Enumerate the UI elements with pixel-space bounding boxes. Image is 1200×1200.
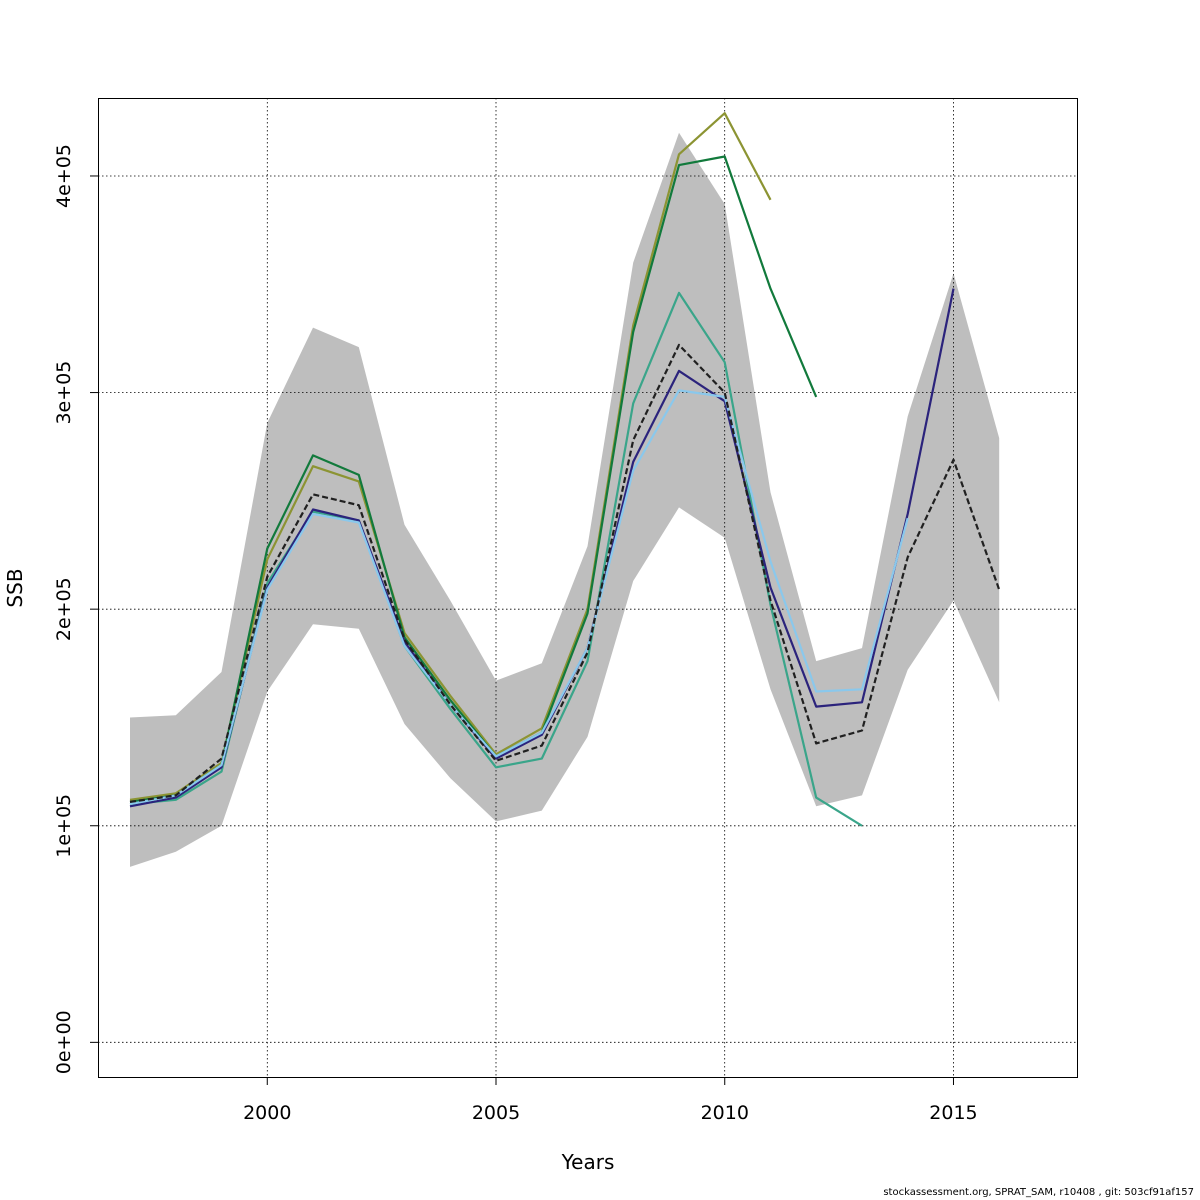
y-tick-label: 0e+00 (53, 1010, 75, 1074)
x-tick-label: 2010 (701, 1102, 749, 1124)
y-axis-title: SSB (3, 568, 27, 607)
footer-credit: stockassessment.org, SPRAT_SAM, r10408 ,… (883, 1187, 1194, 1198)
y-tick-label: 2e+05 (53, 577, 75, 641)
x-tick-label: 2000 (243, 1102, 291, 1124)
series-line-4 (129, 288, 955, 808)
axis-layer: 2000 2005 2010 2015 0e+00 1e+05 2e+05 3e+05 4e+0… (53, 144, 978, 1124)
x-tick-label: 2015 (929, 1102, 977, 1124)
confidence-band-layer (130, 132, 1000, 867)
y-tick-label: 4e+05 (53, 144, 75, 208)
plot-frame (98, 98, 1078, 1078)
x-tick-label: 2005 (472, 1102, 520, 1124)
series-line-2 (129, 155, 818, 803)
y-tick-label: 1e+05 (53, 794, 75, 858)
series-line-5 (129, 389, 909, 806)
series-layer (129, 112, 1001, 827)
y-tick-label: 3e+05 (53, 361, 75, 425)
confidence-band (130, 132, 1000, 867)
x-axis-title: Years (561, 1150, 615, 1174)
series-line-6 (129, 343, 1001, 803)
